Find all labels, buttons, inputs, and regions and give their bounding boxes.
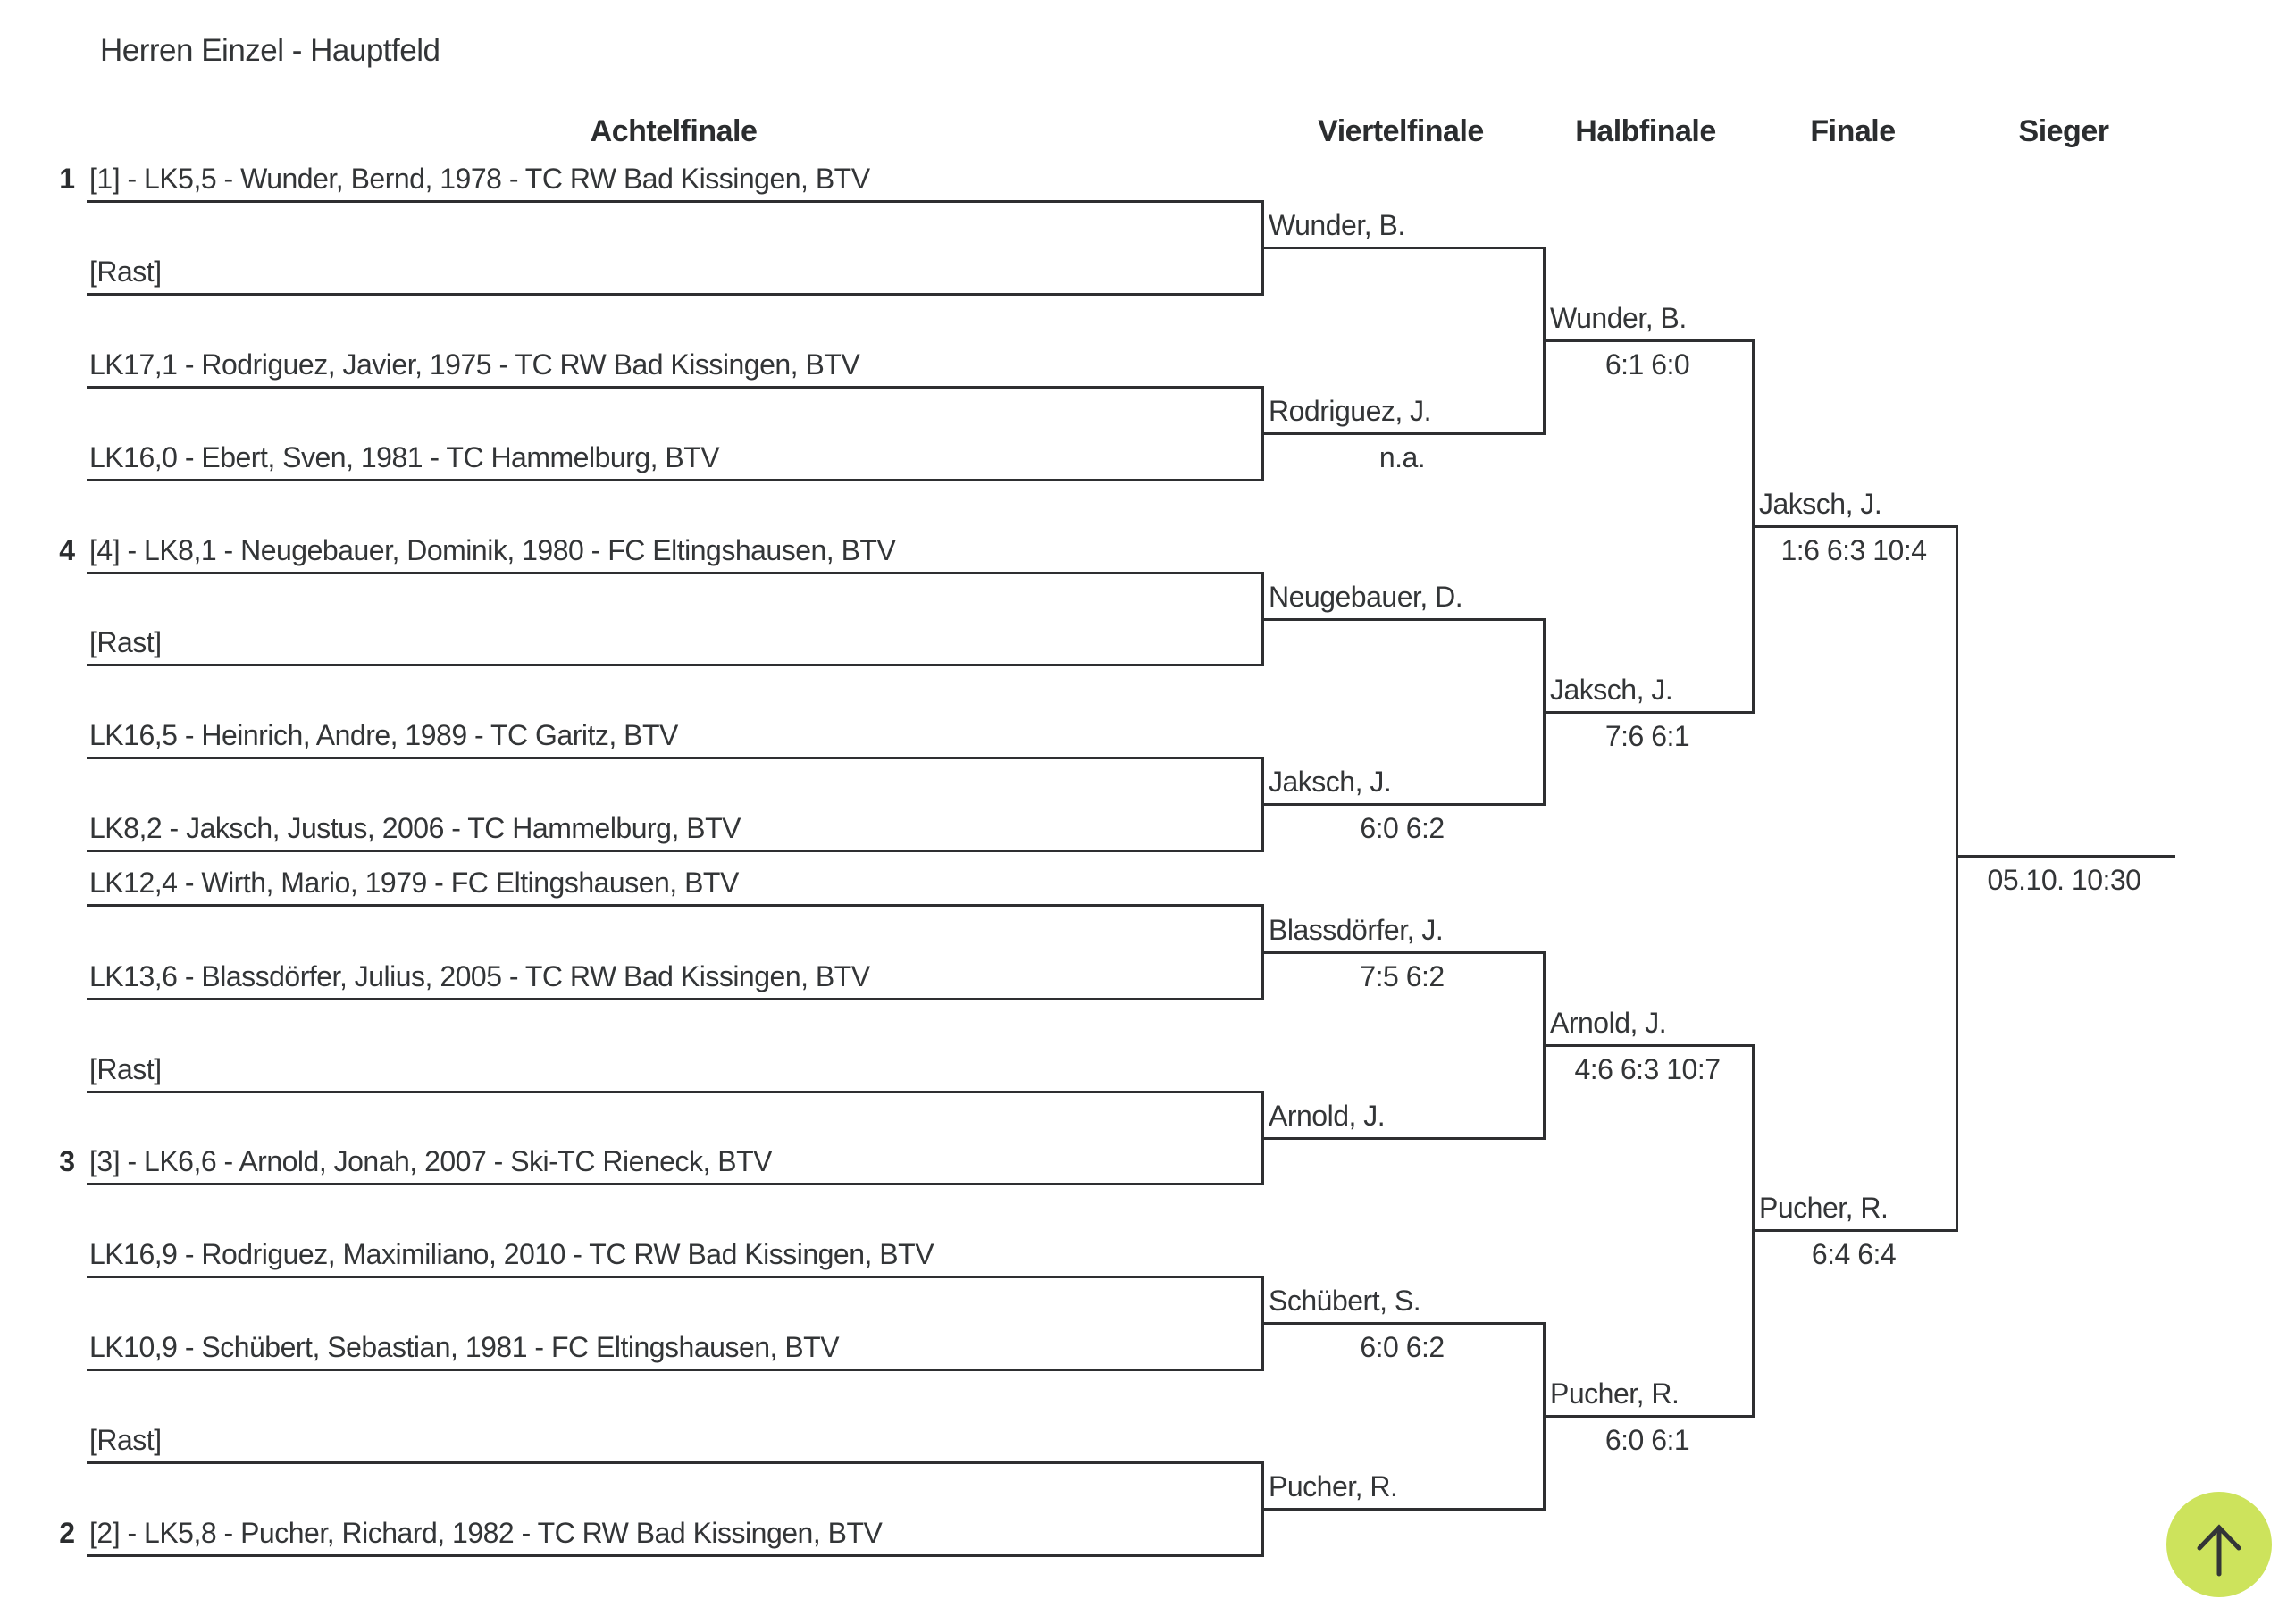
match-score: 4:6 6:3 10:7 <box>1574 1053 1721 1085</box>
match-line <box>1543 1415 1755 1418</box>
match-line <box>1261 1322 1546 1325</box>
match-line <box>1261 247 1546 249</box>
match-line <box>1752 1229 1958 1232</box>
match-line <box>87 1369 1264 1371</box>
player-name: LK13,6 - Blassdörfer, Julius, 2005 - TC … <box>89 960 870 992</box>
match-line <box>87 664 1264 666</box>
player-name: [1] - LK5,5 - Wunder, Bernd, 1978 - TC R… <box>89 163 870 195</box>
scroll-to-top-button[interactable] <box>2166 1492 2272 1597</box>
bracket-connector <box>1956 525 1958 1232</box>
match-line <box>87 1554 1264 1557</box>
page-title: Herren Einzel - Hauptfeld <box>100 33 440 68</box>
player-name: LK16,0 - Ebert, Sven, 1981 - TC Hammelbu… <box>89 441 720 473</box>
player-name: Rodriguez, J. <box>1269 395 1432 427</box>
player-name: [4] - LK8,1 - Neugebauer, Dominik, 1980 … <box>89 534 896 566</box>
match-line <box>1956 855 2175 858</box>
seed-number: 3 <box>59 1145 75 1177</box>
round-header-sieger: Sieger <box>2018 114 2109 148</box>
match-line <box>1752 525 1958 528</box>
player-name: [Rast] <box>89 255 162 288</box>
player-name: Jaksch, J. <box>1550 674 1673 706</box>
match-score: 6:1 6:0 <box>1604 348 1690 381</box>
match-line <box>87 850 1264 852</box>
player-name: [3] - LK6,6 - Arnold, Jonah, 2007 - Ski-… <box>89 1145 772 1177</box>
player-name: LK16,5 - Heinrich, Andre, 1989 - TC Gari… <box>89 719 678 751</box>
player-name: Arnold, J. <box>1550 1007 1667 1039</box>
match-line <box>1261 1137 1546 1140</box>
player-name: Neugebauer, D. <box>1269 581 1463 613</box>
player-name: Wunder, B. <box>1269 209 1405 241</box>
match-score: 7:5 6:2 <box>1360 960 1445 992</box>
match-line <box>1261 1508 1546 1511</box>
seed-number: 4 <box>59 534 75 566</box>
match-line <box>1543 711 1755 714</box>
match-score: 6:0 6:2 <box>1360 812 1445 844</box>
player-name: [Rast] <box>89 1053 162 1085</box>
match-line <box>1543 339 1755 342</box>
match-score: 7:6 6:1 <box>1604 720 1690 752</box>
player-name: Blassdörfer, J. <box>1269 914 1444 946</box>
round-header-halbfinale: Halbfinale <box>1575 114 1716 148</box>
player-name: LK12,4 - Wirth, Mario, 1979 - FC Eltings… <box>89 866 739 899</box>
match-line <box>87 1183 1264 1185</box>
match-line <box>87 479 1264 481</box>
player-name: [2] - LK5,8 - Pucher, Richard, 1982 - TC… <box>89 1517 883 1549</box>
match-line <box>87 200 1264 203</box>
match-line <box>1543 1044 1755 1047</box>
player-name: [Rast] <box>89 1424 162 1456</box>
match-line <box>87 904 1264 907</box>
round-header-viertelfinale: Viertelfinale <box>1318 114 1484 148</box>
seed-number: 2 <box>59 1517 75 1549</box>
player-name: Wunder, B. <box>1550 302 1687 334</box>
match-line <box>87 572 1264 574</box>
player-name: Pucher, R. <box>1550 1377 1680 1410</box>
match-line <box>87 1461 1264 1464</box>
player-name: [Rast] <box>89 626 162 658</box>
match-line <box>87 1276 1264 1278</box>
player-name: LK8,2 - Jaksch, Justus, 2006 - TC Hammel… <box>89 812 741 844</box>
match-schedule: 05.10. 10:30 <box>1987 864 2141 896</box>
player-name: Jaksch, J. <box>1759 488 1882 520</box>
player-name: LK16,9 - Rodriguez, Maximiliano, 2010 - … <box>89 1238 934 1270</box>
match-score: 6:0 6:1 <box>1604 1424 1690 1456</box>
match-line <box>1261 803 1546 806</box>
arrow-up-icon <box>2166 1492 2272 1597</box>
player-name: Schübert, S. <box>1269 1285 1421 1317</box>
match-line <box>1261 618 1546 621</box>
player-name: Pucher, R. <box>1759 1192 1889 1224</box>
match-line <box>1261 951 1546 954</box>
match-score: 6:4 6:4 <box>1811 1238 1897 1270</box>
match-line <box>87 386 1264 389</box>
match-line <box>1261 432 1546 435</box>
seed-number: 1 <box>59 163 75 195</box>
match-score: 6:0 6:2 <box>1360 1331 1445 1363</box>
match-line <box>87 1091 1264 1093</box>
player-name: LK10,9 - Schübert, Sebastian, 1981 - FC … <box>89 1331 840 1363</box>
player-name: Arnold, J. <box>1269 1100 1386 1132</box>
player-name: Pucher, R. <box>1269 1470 1398 1503</box>
round-header-achtelfinale: Achtelfinale <box>590 114 758 148</box>
player-name: LK17,1 - Rodriguez, Javier, 1975 - TC RW… <box>89 348 860 381</box>
match-score: n.a. <box>1378 441 1426 473</box>
player-name: Jaksch, J. <box>1269 766 1392 798</box>
match-line <box>87 293 1264 296</box>
match-line <box>87 998 1264 1000</box>
match-line <box>87 757 1264 759</box>
match-score: 1:6 6:3 10:4 <box>1780 534 1927 566</box>
round-header-finale: Finale <box>1810 114 1896 148</box>
